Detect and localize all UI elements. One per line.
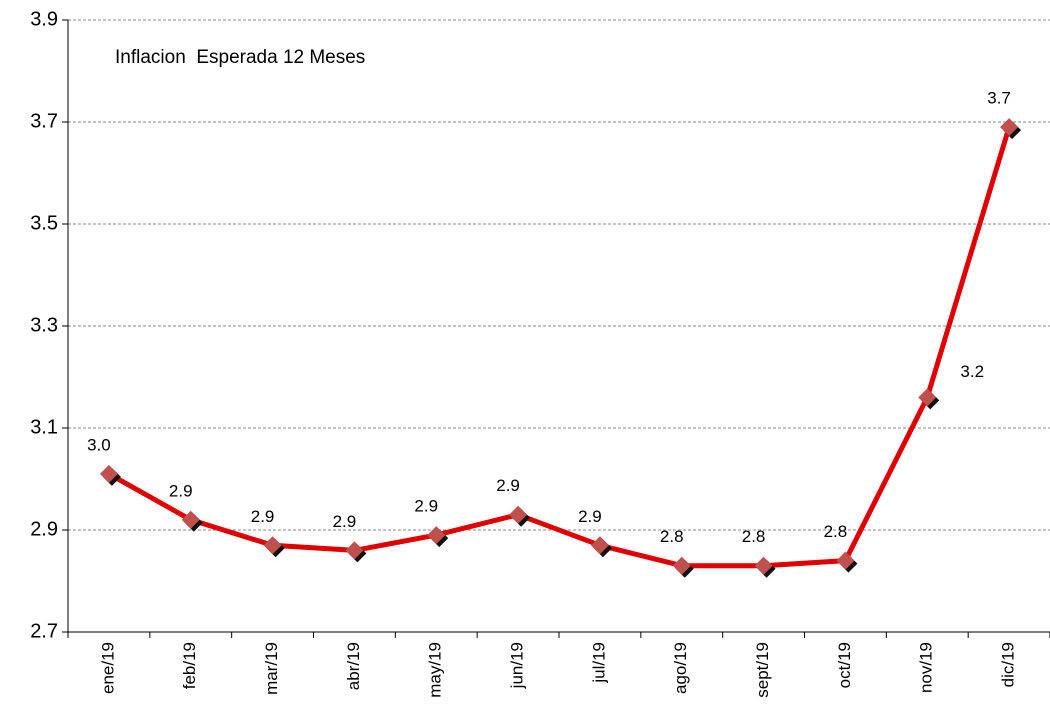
- marker: [672, 556, 691, 575]
- x-tick-label: oct/19: [835, 642, 854, 688]
- data-label: 2.9: [414, 497, 438, 516]
- marker: [181, 510, 200, 529]
- marker: [345, 541, 364, 560]
- marker: [1000, 118, 1019, 137]
- x-tick-label: feb/19: [180, 642, 199, 689]
- data-label: 2.8: [742, 527, 766, 546]
- x-tick-label: ago/19: [671, 642, 690, 694]
- data-label: 2.8: [824, 522, 848, 541]
- data-label: 2.9: [169, 481, 193, 500]
- x-tick-label: abr/19: [344, 642, 363, 690]
- line: [107, 126, 1012, 569]
- x-tick-label: jul/19: [589, 642, 608, 684]
- data-label: 2.9: [251, 507, 275, 526]
- data-label: 2.8: [660, 527, 684, 546]
- x-tick-label: may/19: [426, 642, 445, 698]
- x-tick-label: sept/19: [753, 642, 772, 698]
- marker: [427, 526, 446, 545]
- marker: [263, 536, 282, 555]
- annotation: Inflacion Esperada 12 Meses: [115, 47, 365, 68]
- data-label: 3.7: [987, 89, 1011, 108]
- marker: [918, 388, 937, 407]
- data-label: 3.2: [960, 362, 984, 381]
- marker: [590, 536, 609, 555]
- data-label: 2.9: [578, 507, 602, 526]
- marker: [509, 505, 528, 524]
- y-tick-label: 3.9: [30, 8, 58, 30]
- y-tick-label: 3.3: [30, 314, 58, 336]
- y-tick-label: 2.9: [30, 518, 58, 540]
- data-label: 2.9: [333, 512, 357, 531]
- y-tick-label: 3.1: [30, 416, 58, 438]
- y-tick-label: 3.7: [30, 110, 58, 132]
- x-tick-label: dic/19: [999, 642, 1018, 687]
- x-tick-label: ene/19: [98, 642, 117, 694]
- marker: [754, 556, 773, 575]
- x-tick-label: mar/19: [262, 642, 281, 695]
- data-label: 3.0: [87, 435, 111, 454]
- y-tick-label: 2.7: [30, 620, 58, 642]
- data-label: 2.9: [496, 476, 520, 495]
- marker: [836, 551, 855, 570]
- x-tick-label: nov/19: [917, 642, 936, 693]
- x-tick-label: jun/19: [508, 642, 527, 689]
- y-tick-label: 3.5: [30, 212, 58, 234]
- marker: [99, 464, 118, 483]
